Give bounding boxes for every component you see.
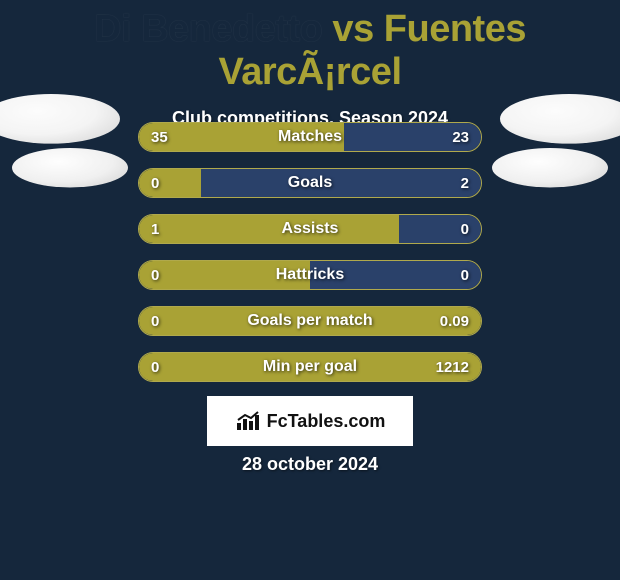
- stat-row: 02Goals: [138, 168, 482, 198]
- avatar-player2-outer: [500, 94, 620, 144]
- stats-chart: 3523Matches 02Goals 10Assists 00Hattricks 00…: [138, 122, 482, 398]
- stat-fill-player1: [139, 307, 481, 335]
- title-vs: vs: [322, 8, 383, 50]
- stat-fill-player1: [139, 353, 481, 381]
- stat-row: 00Hattricks: [138, 260, 482, 290]
- stat-fill-player1: [139, 215, 399, 243]
- stat-fill-player2: [201, 169, 481, 197]
- stat-fill-player2: [344, 123, 481, 151]
- avatar-player1-outer: [0, 94, 120, 144]
- page-title: Di Benedetto vs Fuentes VarcÃ¡rcel: [0, 0, 620, 94]
- chart-date: 28 october 2024: [0, 454, 620, 475]
- stat-row: 01212Min per goal: [138, 352, 482, 382]
- stat-row: 10Assists: [138, 214, 482, 244]
- stat-row: 00.09Goals per match: [138, 306, 482, 336]
- stat-row: 3523Matches: [138, 122, 482, 152]
- stat-fill-player2: [399, 215, 481, 243]
- stat-fill-player1: [139, 123, 344, 151]
- stat-fill-player1: [139, 169, 201, 197]
- brand-chart-icon: [235, 410, 263, 432]
- title-player1: Di Benedetto: [94, 8, 322, 50]
- brand-text: FcTables.com: [267, 411, 386, 432]
- stat-fill-player1: [139, 261, 310, 289]
- avatar-player2-inner: [492, 148, 608, 187]
- stat-fill-player2: [310, 261, 481, 289]
- brand-badge: FcTables.com: [207, 396, 413, 446]
- avatar-player1-inner: [12, 148, 128, 187]
